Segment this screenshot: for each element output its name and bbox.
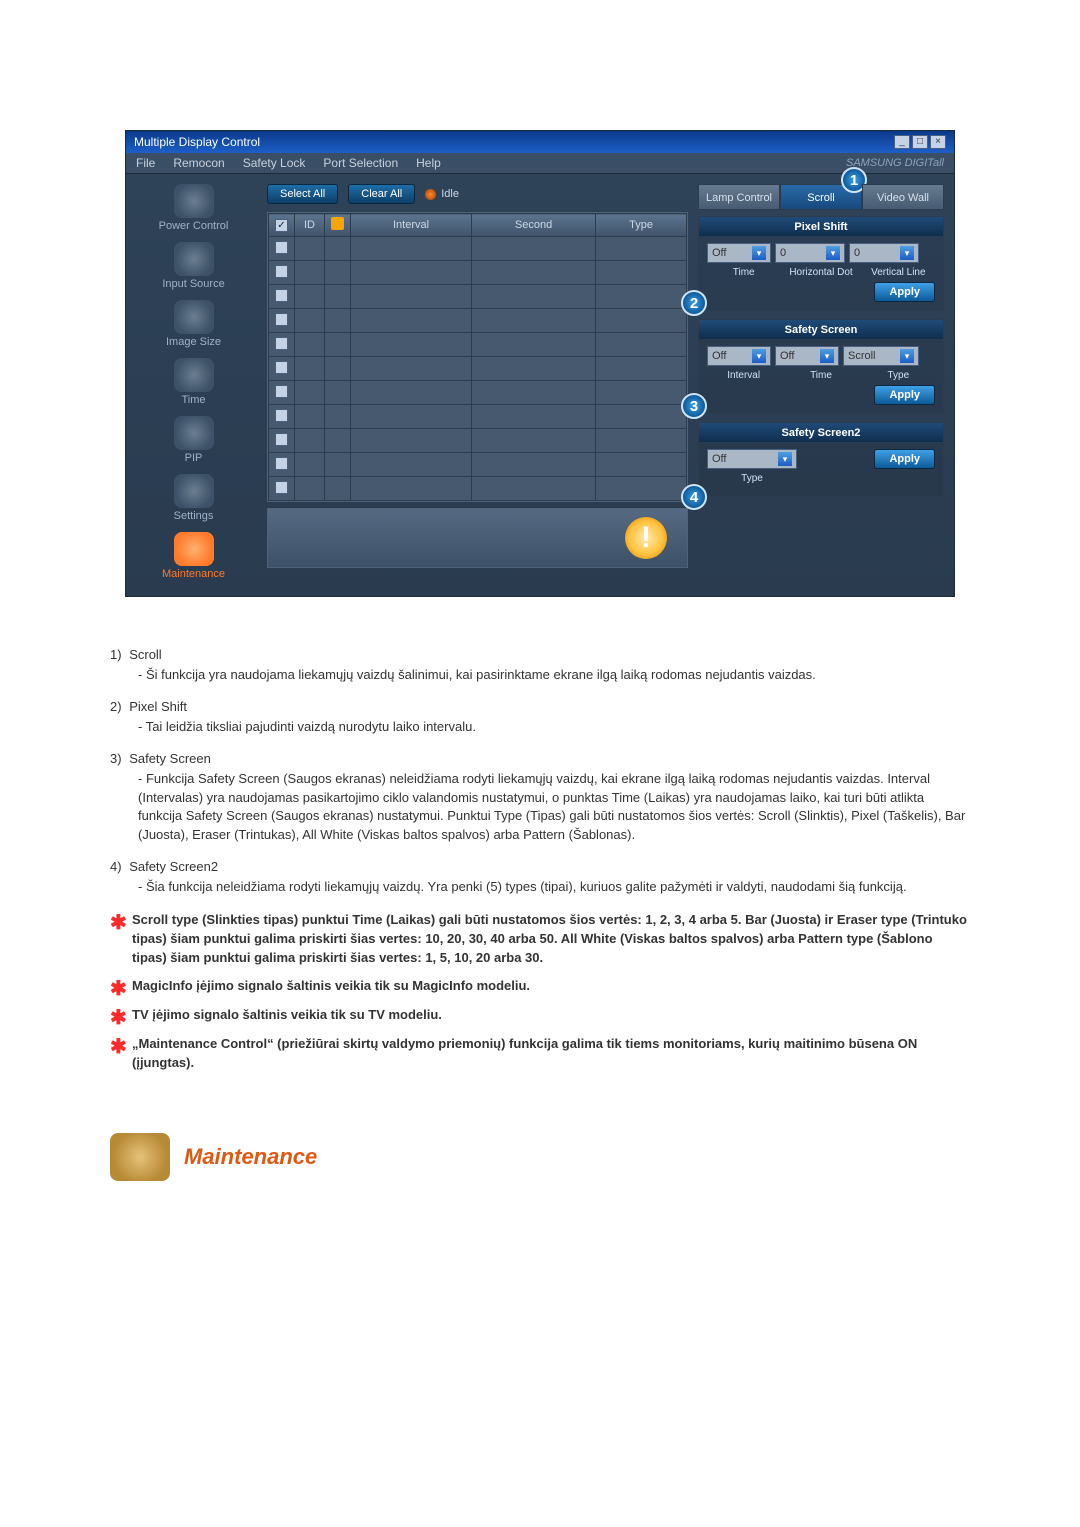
- menu-remocon[interactable]: Remocon: [173, 156, 224, 170]
- settings-icon: [174, 474, 214, 508]
- table-row[interactable]: [269, 381, 687, 405]
- clear-all-button[interactable]: Clear All: [348, 184, 415, 204]
- star-icon: ✱: [110, 1033, 127, 1062]
- row-checkbox[interactable]: [275, 385, 288, 398]
- idle-indicator: Idle: [425, 188, 459, 200]
- star-note: ✱MagicInfo įėjimo signalo šaltinis veiki…: [110, 977, 970, 996]
- star-icon: ✱: [110, 909, 127, 938]
- maximize-button[interactable]: □: [912, 135, 928, 149]
- panel-safety-screen: Safety Screen Off▾ Off▾ Scroll▾ Interval…: [698, 319, 944, 414]
- star-icon: ✱: [110, 1004, 127, 1033]
- table-row[interactable]: [269, 261, 687, 285]
- row-checkbox[interactable]: [275, 241, 288, 254]
- sidebar-item-settings[interactable]: Settings: [130, 474, 257, 528]
- sidebar-item-maintenance[interactable]: Maintenance: [130, 532, 257, 586]
- safety-apply-button[interactable]: Apply: [874, 385, 935, 405]
- table-header-row: ID Interval Second Type: [269, 214, 687, 237]
- bottom-bar: !: [267, 508, 688, 568]
- sidebar-item-imagesize[interactable]: Image Size: [130, 300, 257, 354]
- display-table[interactable]: ID Interval Second Type: [267, 212, 688, 502]
- safety2-type-select[interactable]: Off▾: [707, 449, 797, 469]
- doc-item: 3) Safety Screen- Funkcija Safety Screen…: [110, 751, 970, 845]
- table-row[interactable]: [269, 237, 687, 261]
- brand-text: SAMSUNG DIGITall: [846, 157, 944, 169]
- right-panel: Lamp Control Scroll 1 Video Wall Pixel S…: [694, 174, 954, 596]
- app-window: Multiple Display Control _ □ × File Remo…: [125, 130, 955, 597]
- row-checkbox[interactable]: [275, 457, 288, 470]
- alert-icon: !: [625, 517, 667, 559]
- sidebar-item-time[interactable]: Time: [130, 358, 257, 412]
- table-row[interactable]: [269, 309, 687, 333]
- row-checkbox[interactable]: [275, 265, 288, 278]
- row-checkbox[interactable]: [275, 481, 288, 494]
- safety-interval-select[interactable]: Off▾: [707, 346, 771, 366]
- pixel-shift-hdot-select[interactable]: 0▾: [775, 243, 845, 263]
- row-checkbox[interactable]: [275, 289, 288, 302]
- row-checkbox[interactable]: [275, 337, 288, 350]
- imagesize-icon: [174, 300, 214, 334]
- row-checkbox[interactable]: [275, 361, 288, 374]
- close-button[interactable]: ×: [930, 135, 946, 149]
- maintenance-icon: [174, 532, 214, 566]
- callout-4: 4: [681, 484, 707, 510]
- menu-help[interactable]: Help: [416, 156, 441, 170]
- window-title: Multiple Display Control: [134, 135, 260, 149]
- pixel-shift-vline-select[interactable]: 0▾: [849, 243, 919, 263]
- star-note: ✱Scroll type (Slinkties tipas) punktui T…: [110, 911, 970, 968]
- tab-video-wall[interactable]: Video Wall: [862, 184, 944, 210]
- safety2-apply-button[interactable]: Apply: [874, 449, 935, 469]
- table-row[interactable]: [269, 477, 687, 501]
- sidebar-item-input[interactable]: Input Source: [130, 242, 257, 296]
- menu-file[interactable]: File: [136, 156, 155, 170]
- row-checkbox[interactable]: [275, 313, 288, 326]
- led-icon: [425, 189, 436, 200]
- table-row[interactable]: [269, 453, 687, 477]
- row-checkbox[interactable]: [275, 409, 288, 422]
- table-row[interactable]: [269, 285, 687, 309]
- row-checkbox[interactable]: [275, 433, 288, 446]
- power-icon: [174, 184, 214, 218]
- document-body: 1) Scroll- Ši funkcija yra naudojama lie…: [110, 647, 970, 1181]
- star-icon: ✱: [110, 975, 127, 1004]
- sidebar-item-pip[interactable]: PIP: [130, 416, 257, 470]
- maintenance-section-icon: [110, 1133, 170, 1181]
- minimize-button[interactable]: _: [894, 135, 910, 149]
- time-icon: [174, 358, 214, 392]
- star-note: ✱„Maintenance Control“ (priežiūrai skirt…: [110, 1035, 970, 1073]
- safety-time-select[interactable]: Off▾: [775, 346, 839, 366]
- sidebar-item-power[interactable]: Power Control: [130, 184, 257, 238]
- warn-icon: [331, 217, 344, 230]
- doc-item: 2) Pixel Shift- Tai leidžia tiksliai paj…: [110, 699, 970, 737]
- menubar: File Remocon Safety Lock Port Selection …: [126, 153, 954, 174]
- callout-3: 3: [681, 393, 707, 419]
- table-row[interactable]: [269, 333, 687, 357]
- menu-portselection[interactable]: Port Selection: [323, 156, 398, 170]
- callout-2: 2: [681, 290, 707, 316]
- safety-type-select[interactable]: Scroll▾: [843, 346, 919, 366]
- star-note: ✱TV įėjimo signalo šaltinis veikia tik s…: [110, 1006, 970, 1025]
- doc-item: 1) Scroll- Ši funkcija yra naudojama lie…: [110, 647, 970, 685]
- menu-safetylock[interactable]: Safety Lock: [243, 156, 306, 170]
- pixel-shift-time-select[interactable]: Off▾: [707, 243, 771, 263]
- center-panel: Select All Clear All Idle ID Interval Se…: [261, 174, 694, 596]
- table-row[interactable]: [269, 405, 687, 429]
- sidebar: Power Control Input Source Image Size Ti…: [126, 174, 261, 596]
- pixel-shift-apply-button[interactable]: Apply: [874, 282, 935, 302]
- section-heading-maintenance: Maintenance: [110, 1133, 970, 1181]
- tab-lamp-control[interactable]: Lamp Control: [698, 184, 780, 210]
- table-row[interactable]: [269, 429, 687, 453]
- window-buttons: _ □ ×: [894, 135, 946, 149]
- input-icon: [174, 242, 214, 276]
- select-all-button[interactable]: Select All: [267, 184, 338, 204]
- tab-scroll[interactable]: Scroll 1: [780, 184, 862, 210]
- doc-item: 4) Safety Screen2- Šia funkcija neleidži…: [110, 859, 970, 897]
- table-row[interactable]: [269, 357, 687, 381]
- header-checkbox[interactable]: [275, 219, 288, 232]
- panel-pixel-shift: Pixel Shift Off▾ 0▾ 0▾ Time Horizontal D…: [698, 216, 944, 311]
- pip-icon: [174, 416, 214, 450]
- panel-safety-screen2: Safety Screen2 Off▾ Apply Type 4: [698, 422, 944, 497]
- titlebar: Multiple Display Control _ □ ×: [126, 131, 954, 153]
